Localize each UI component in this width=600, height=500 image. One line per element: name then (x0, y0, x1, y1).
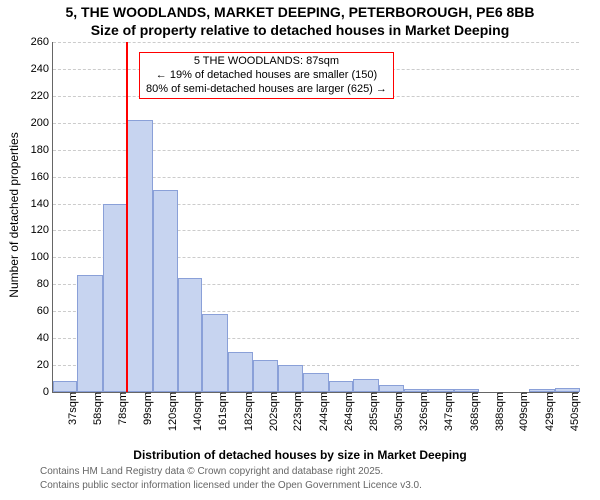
histogram-bar (228, 352, 254, 392)
histogram-bar (202, 314, 228, 392)
histogram-bar (303, 373, 329, 392)
plot-area: 02040608010012014016018020022024026037sq… (52, 42, 579, 393)
ytick-label: 60 (37, 305, 53, 317)
xtick-label: 99sqm (140, 392, 154, 425)
ytick-label: 240 (31, 63, 53, 75)
xtick-label: 429sqm (542, 392, 556, 431)
ytick-label: 220 (31, 90, 53, 102)
ytick-label: 260 (31, 36, 53, 48)
ytick-label: 0 (43, 386, 53, 398)
xtick-label: 37sqm (65, 392, 79, 425)
xtick-label: 450sqm (567, 392, 581, 431)
xtick-label: 140sqm (190, 392, 204, 431)
histogram-bar (178, 278, 202, 392)
histogram-bar (253, 360, 277, 392)
ytick-label: 40 (37, 332, 53, 344)
xtick-label: 264sqm (341, 392, 355, 431)
xtick-label: 388sqm (492, 392, 506, 431)
ytick-label: 20 (37, 359, 53, 371)
ytick-label: 80 (37, 278, 53, 290)
attribution-line-2: Contains public sector information licen… (40, 480, 422, 491)
histogram-bar (77, 275, 103, 392)
xtick-label: 120sqm (165, 392, 179, 431)
ytick-label: 180 (31, 144, 53, 156)
xtick-label: 409sqm (516, 392, 530, 431)
xtick-label: 326sqm (416, 392, 430, 431)
chart-title-line1: 5, THE WOODLANDS, MARKET DEEPING, PETERB… (0, 4, 600, 20)
xtick-label: 368sqm (467, 392, 481, 431)
ytick-label: 120 (31, 224, 53, 236)
xtick-label: 347sqm (441, 392, 455, 431)
histogram-bar (278, 365, 304, 392)
xtick-label: 58sqm (90, 392, 104, 425)
xtick-label: 202sqm (266, 392, 280, 431)
ytick-label: 140 (31, 198, 53, 210)
xtick-label: 223sqm (290, 392, 304, 431)
histogram-bar (153, 190, 179, 392)
info-box-line: ← 19% of detached houses are smaller (15… (146, 69, 387, 83)
info-box-line: 5 THE WOODLANDS: 87sqm (146, 55, 387, 69)
xtick-label: 244sqm (316, 392, 330, 431)
info-box-line: 80% of semi-detached houses are larger (… (146, 83, 387, 97)
histogram-bar (53, 381, 77, 392)
y-axis-label: Number of detached properties (7, 50, 21, 215)
histogram-bar (353, 379, 379, 392)
ytick-label: 160 (31, 171, 53, 183)
xtick-label: 182sqm (241, 392, 255, 431)
histogram-bar (379, 385, 405, 392)
histogram-bar (127, 120, 153, 392)
x-axis-label: Distribution of detached houses by size … (0, 448, 600, 462)
chart-container: 5, THE WOODLANDS, MARKET DEEPING, PETERB… (0, 0, 600, 500)
histogram-bar (103, 204, 127, 392)
xtick-label: 78sqm (115, 392, 129, 425)
xtick-label: 305sqm (391, 392, 405, 431)
ytick-label: 200 (31, 117, 53, 129)
info-box: 5 THE WOODLANDS: 87sqm← 19% of detached … (139, 52, 394, 99)
ytick-label: 100 (31, 251, 53, 263)
xtick-label: 285sqm (366, 392, 380, 431)
xtick-label: 161sqm (215, 392, 229, 431)
highlight-line (126, 42, 128, 392)
chart-title-line2: Size of property relative to detached ho… (0, 22, 600, 38)
histogram-bar (329, 381, 353, 392)
attribution-line-1: Contains HM Land Registry data © Crown c… (40, 466, 383, 477)
gridline (53, 42, 579, 43)
